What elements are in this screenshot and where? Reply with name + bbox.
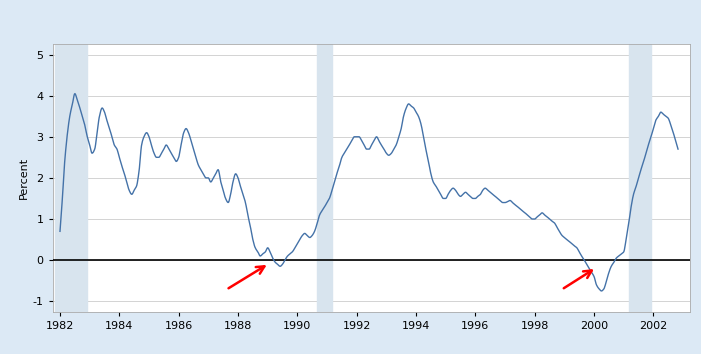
Text: FRED: FRED [8, 9, 62, 27]
Text: —: — [51, 13, 64, 26]
Bar [318, 44, 332, 312]
Bar [55, 44, 88, 312]
Bar [629, 44, 651, 312]
Text: 10-Year Treasury Constant Maturity Minus 3-Month Treasury Constant Maturity: 10-Year Treasury Constant Maturity Minus… [64, 9, 472, 19]
Y-axis label: Percent: Percent [18, 157, 28, 199]
